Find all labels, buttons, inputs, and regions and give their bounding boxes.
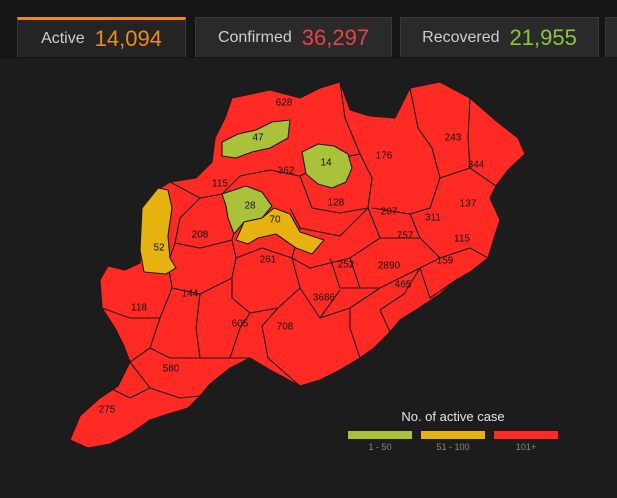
district-label: 261 (260, 255, 277, 266)
district-labels: 628 47 362 14 176 243 344 115 28 128 207… (99, 98, 485, 416)
district-label: 2890 (378, 261, 401, 272)
district-map: 628 47 362 14 176 243 344 115 28 128 207… (69, 81, 526, 449)
tab-confirmed-label: Confirmed (217, 28, 292, 46)
tab-active-value: 14,094 (94, 25, 162, 51)
district-label: 605 (232, 319, 249, 330)
district-label: 708 (277, 322, 294, 333)
district-label: 28 (244, 201, 256, 212)
legend-swatch-mid (421, 431, 485, 439)
district-label: 3686 (313, 293, 336, 304)
tab-bar: Active 14,094 Confirmed 36,297 Recovered… (0, 0, 617, 59)
district-label: 208 (192, 230, 209, 241)
district-label: 47 (252, 133, 264, 144)
district-label: 115 (212, 179, 228, 190)
district-label: 311 (425, 213, 441, 224)
tab-active-label: Active (41, 29, 85, 47)
district-mid-west (139, 187, 177, 275)
district-label: 115 (454, 234, 470, 245)
district-label: 207 (381, 207, 398, 218)
district-label: 465 (395, 280, 412, 291)
district-label: 757 (397, 231, 414, 242)
map-panel: 628 47 362 14 176 243 344 115 28 128 207… (0, 58, 617, 498)
district-low-north (221, 119, 291, 159)
district-label: 344 (468, 160, 485, 171)
legend-swatch-high (494, 431, 558, 439)
district-low-northeast (301, 143, 353, 189)
district-label: 362 (278, 166, 295, 177)
legend-label-low: 1 - 50 (368, 442, 392, 452)
district-label: 243 (445, 133, 462, 144)
district-label: 176 (376, 151, 393, 162)
district-label: 137 (460, 199, 477, 210)
district-label: 52 (153, 243, 165, 254)
legend-swatch-low (348, 431, 412, 439)
district-label: 275 (99, 405, 116, 416)
tab-overflow[interactable] (605, 17, 617, 57)
district-label: 628 (276, 98, 293, 109)
district-label: 159 (437, 256, 454, 267)
district-label: 14 (320, 158, 332, 169)
tab-recovered[interactable]: Recovered 21,955 (400, 17, 599, 57)
legend-label-high: 101+ (515, 442, 537, 452)
tab-recovered-value: 21,955 (509, 24, 577, 50)
tab-recovered-label: Recovered (422, 28, 500, 46)
district-label: 118 (131, 303, 147, 314)
tab-confirmed[interactable]: Confirmed 36,297 (195, 17, 392, 57)
district-mid-center (235, 207, 325, 255)
tab-confirmed-value: 36,297 (301, 24, 370, 50)
legend-label-mid: 51 - 100 (436, 442, 470, 452)
state-outline (69, 81, 526, 449)
tab-active[interactable]: Active 14,094 (17, 17, 186, 57)
district-label: 128 (328, 198, 345, 209)
district-label: 70 (269, 215, 281, 226)
district-borders (101, 81, 497, 399)
district-label: 580 (163, 364, 180, 375)
district-label: 252 (338, 260, 355, 271)
legend-title: No. of active case (401, 409, 505, 424)
district-label: 144 (182, 289, 199, 300)
